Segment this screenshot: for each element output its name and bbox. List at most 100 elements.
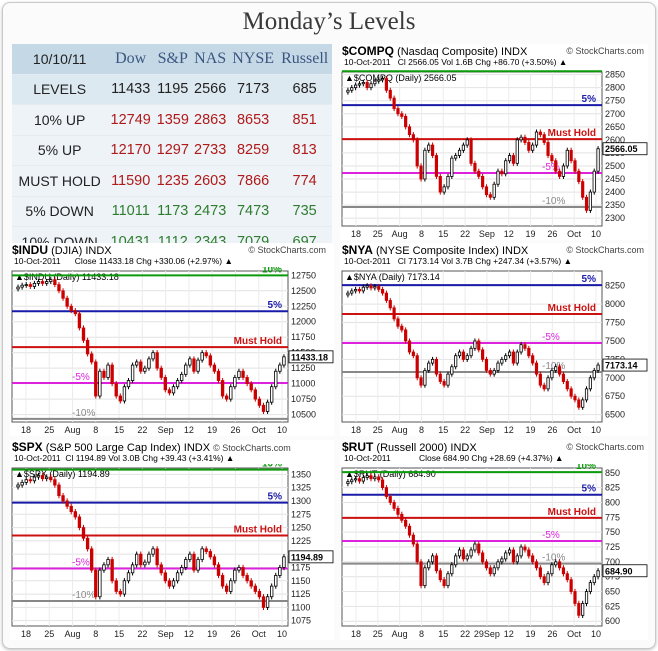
x-tick-label: 25 — [373, 425, 383, 435]
candle — [511, 549, 516, 563]
candle — [400, 113, 404, 117]
y-tick-label: 8000 — [605, 299, 625, 309]
candle — [354, 84, 358, 89]
candle — [45, 281, 49, 284]
level-label: -5% — [542, 530, 560, 541]
candle — [20, 481, 24, 486]
candle — [584, 196, 589, 211]
table-cell: 2863 — [191, 104, 229, 136]
candle — [465, 355, 469, 360]
table-cell: 1297 — [154, 135, 192, 166]
candle — [423, 567, 427, 587]
y-tick-label: 850 — [605, 468, 620, 478]
y-tick-label: 1100 — [291, 602, 310, 612]
chart-legend: ▲$INDU (Daily) 11433.18 — [15, 272, 119, 282]
candle — [511, 351, 516, 364]
candle — [357, 289, 362, 292]
table-cell: 2473 — [191, 196, 229, 227]
y-tick-label: 6750 — [605, 391, 625, 401]
candle — [473, 162, 477, 172]
candle — [365, 285, 369, 288]
candle — [538, 373, 542, 386]
x-tick-label: 19 — [207, 629, 217, 639]
level-label: 5% — [582, 94, 597, 105]
candle — [130, 564, 135, 574]
table-cell: 1173 — [154, 196, 192, 227]
candle — [126, 572, 131, 582]
chart-date: 10-Oct-2011 — [344, 256, 391, 266]
candle — [534, 561, 539, 569]
candle — [188, 553, 192, 560]
last-value-tag — [602, 142, 648, 156]
table-cell: 11433 — [107, 74, 155, 105]
candle — [450, 366, 454, 375]
y-tick-label: 2850 — [605, 70, 625, 80]
x-tick-label: 10 — [591, 229, 601, 239]
candle — [139, 361, 143, 372]
chart-panel-rut: $RUT (Russell 2000) INDX © StockCharts.c… — [340, 440, 648, 640]
candle — [85, 339, 90, 355]
candle — [61, 495, 65, 502]
candle — [373, 476, 377, 480]
candle — [369, 475, 373, 480]
candle — [427, 144, 431, 151]
y-tick-label: 12250 — [291, 301, 316, 311]
candle — [550, 155, 554, 162]
y-tick-label: 1150 — [291, 576, 310, 586]
candle — [592, 576, 596, 584]
x-tick-label: 12 — [504, 425, 514, 435]
x-tick-label: 10 — [277, 425, 287, 435]
x-tick-label: 15 — [114, 425, 124, 435]
candle — [404, 115, 408, 128]
x-tick-label: 10 — [591, 629, 601, 639]
level-label: 5% — [582, 484, 597, 495]
candle — [584, 591, 589, 604]
table-cell: 813 — [277, 135, 332, 166]
candle — [384, 292, 389, 301]
candle — [546, 377, 550, 390]
chart-name: (DJIA) — [51, 245, 83, 257]
candle — [384, 78, 389, 91]
candle — [278, 364, 282, 372]
candle — [163, 572, 167, 582]
candle — [90, 548, 94, 571]
chart-symbol: $NYA — [342, 243, 373, 257]
x-tick-label: 15 — [438, 229, 448, 239]
candle — [396, 108, 400, 115]
candle — [69, 305, 73, 312]
candle — [245, 377, 249, 385]
table-row: 5% DOWN 11011 1173 2473 7473 735 — [12, 196, 332, 227]
level-label: Must Hold — [234, 336, 282, 347]
candle — [346, 89, 350, 93]
x-tick-label: Oct — [567, 229, 582, 239]
candle — [388, 496, 392, 503]
y-tick-label: 2750 — [605, 96, 625, 106]
candle — [159, 367, 163, 378]
table-cell: 11011 — [107, 196, 155, 227]
candle — [519, 546, 523, 557]
candle — [496, 561, 500, 569]
y-tick-label: 10500 — [291, 410, 316, 420]
candle — [392, 502, 396, 509]
chart-quote: Cl 7173.14 Vol 3.7B Chg +247.34 (+3.57%)… — [397, 256, 572, 266]
candle — [216, 564, 221, 576]
candle — [110, 559, 114, 582]
candle — [24, 479, 28, 483]
candle — [110, 364, 114, 385]
candle — [492, 183, 496, 198]
candle — [106, 364, 110, 378]
level-label: 10% — [262, 464, 282, 470]
last-value-tag — [602, 564, 648, 578]
y-tick-label: 2300 — [605, 213, 625, 223]
level-label: -5% — [72, 372, 90, 383]
x-tick-label: 25 — [373, 629, 383, 639]
candle — [361, 82, 365, 85]
x-tick-label: 10 — [277, 629, 287, 639]
candle — [278, 567, 282, 576]
x-tick-label: Aug — [65, 629, 81, 639]
candle — [65, 500, 69, 507]
candle — [565, 573, 569, 581]
candle — [53, 479, 57, 486]
x-tick-label: 12 — [184, 425, 194, 435]
candle — [237, 567, 241, 571]
